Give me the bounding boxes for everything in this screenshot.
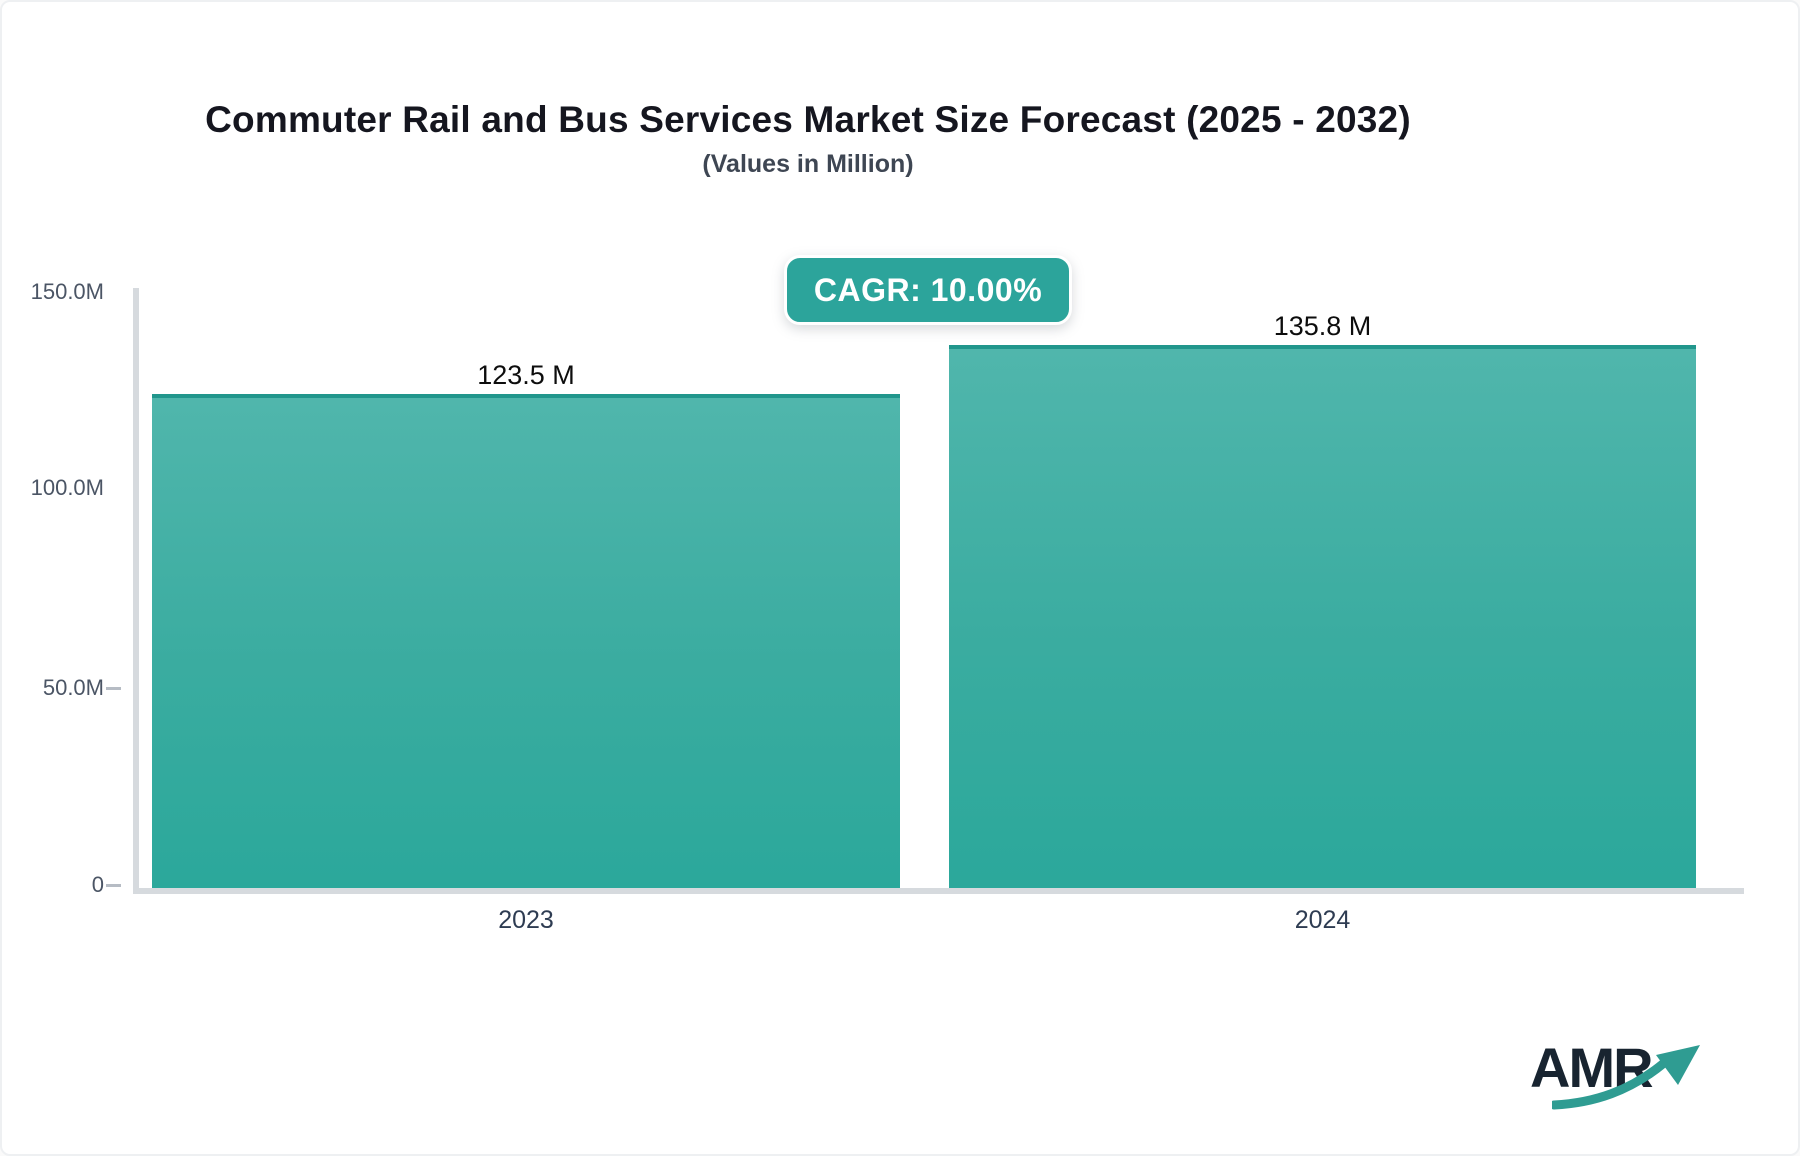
- bar-2024: [949, 344, 1696, 888]
- x-axis-label-2024: 2024: [1294, 906, 1351, 934]
- bar-value-label-2023: 123.5 M: [477, 360, 575, 390]
- y-tick-label-0: 0: [91, 872, 104, 897]
- y-tick-label-150: 150.0M: [30, 279, 104, 304]
- chart-title: Commuter Rail and Bus Services Market Si…: [205, 99, 1411, 140]
- x-axis-baseline: [133, 888, 1744, 894]
- y-tick-mark-50: [106, 687, 121, 690]
- amr-logo: AMR: [1530, 1035, 1720, 1115]
- y-axis-line: [133, 288, 139, 894]
- y-tick-label-50: 50.0M: [42, 675, 104, 700]
- y-tick-label-100: 100.0M: [30, 475, 104, 500]
- x-axis-label-2023: 2023: [498, 906, 554, 934]
- y-tick-mark-0: [106, 884, 121, 887]
- cagr-badge: CAGR: 10.00%: [784, 255, 1072, 325]
- bar-2023: [152, 394, 900, 888]
- chart-subtitle: (Values in Million): [702, 150, 914, 178]
- cagr-badge-label: CAGR: 10.00%: [813, 271, 1043, 308]
- growth-arrow-icon: [1552, 1045, 1700, 1110]
- bar-value-label-2024: 135.8 M: [1273, 310, 1372, 341]
